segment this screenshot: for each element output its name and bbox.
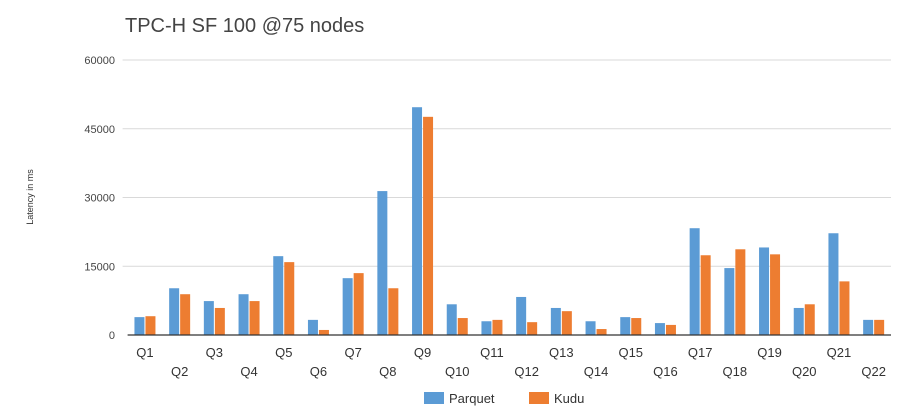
y-tick-label: 45000: [84, 124, 115, 136]
bar-kudu-q19: [770, 254, 781, 335]
bar-kudu-q2: [180, 294, 191, 335]
x-tick-label: Q13: [549, 345, 574, 360]
x-tick-label: Q21: [827, 345, 852, 360]
legend-swatch-parquet: [424, 392, 444, 404]
bar-parquet-q22: [863, 319, 874, 335]
bar-parquet-q12: [516, 296, 527, 335]
x-tick-label: Q6: [310, 364, 327, 379]
bar-kudu-q3: [214, 307, 225, 335]
bar-kudu-q12: [527, 322, 538, 335]
bar-kudu-q13: [561, 311, 572, 335]
y-tick-label: 0: [109, 330, 115, 342]
bar-kudu-q17: [700, 255, 711, 335]
bar-parquet-q15: [620, 317, 631, 335]
legend-label-kudu: Kudu: [554, 391, 584, 406]
legend-label-parquet: Parquet: [449, 391, 495, 406]
x-tick-label: Q5: [275, 345, 292, 360]
bar-kudu-q15: [631, 318, 642, 335]
bar-parquet-q13: [550, 307, 561, 335]
bar-parquet-q6: [307, 319, 318, 335]
bar-kudu-q7: [353, 273, 364, 335]
x-tick-label: Q17: [688, 345, 713, 360]
bar-kudu-q6: [318, 329, 329, 335]
bar-parquet-q7: [342, 278, 353, 335]
x-tick-label: Q19: [757, 345, 782, 360]
bar-parquet-q4: [238, 294, 249, 335]
x-tick-label: Q15: [618, 345, 643, 360]
x-tick-label: Q16: [653, 364, 678, 379]
bar-parquet-q17: [689, 228, 700, 335]
x-tick-label: Q2: [171, 364, 188, 379]
bar-parquet-q2: [169, 288, 180, 335]
bar-parquet-q9: [412, 107, 423, 335]
bar-parquet-q14: [585, 321, 596, 335]
bar-kudu-q11: [492, 319, 503, 335]
bar-parquet-q21: [828, 233, 839, 335]
x-tick-label: Q1: [136, 345, 153, 360]
bar-parquet-q19: [759, 247, 770, 335]
bar-parquet-q16: [654, 323, 665, 335]
y-axis-label: Latency in ms: [25, 169, 35, 225]
x-tick-label: Q7: [344, 345, 361, 360]
bar-parquet-q20: [793, 307, 804, 335]
bar-kudu-q21: [839, 281, 850, 335]
bar-parquet-q3: [203, 301, 214, 335]
x-tick-label: Q11: [480, 345, 504, 360]
x-tick-label: Q4: [240, 364, 257, 379]
x-tick-label: Q12: [514, 364, 539, 379]
x-tick-label: Q22: [861, 364, 886, 379]
x-tick-label: Q3: [206, 345, 223, 360]
bar-kudu-q4: [249, 301, 260, 335]
x-tick-label: Q8: [379, 364, 396, 379]
x-tick-label: Q18: [723, 364, 748, 379]
x-tick-label: Q14: [584, 364, 609, 379]
bar-parquet-q1: [134, 317, 145, 335]
bar-kudu-q16: [665, 324, 676, 335]
y-tick-label: 30000: [84, 193, 115, 205]
chart-title: TPC-H SF 100 @75 nodes: [125, 15, 364, 37]
bar-kudu-q10: [457, 318, 468, 335]
bar-kudu-q22: [874, 319, 885, 335]
bar-kudu-q1: [145, 316, 156, 335]
bar-parquet-q10: [446, 304, 457, 335]
bar-kudu-q5: [284, 262, 295, 335]
y-tick-label: 60000: [84, 55, 115, 67]
bar-kudu-q8: [388, 288, 399, 335]
bar-kudu-q14: [596, 329, 607, 335]
x-tick-label: Q10: [445, 364, 470, 379]
legend-swatch-kudu: [529, 392, 549, 404]
x-tick-label: Q9: [414, 345, 431, 360]
y-tick-label: 15000: [84, 261, 115, 273]
bar-kudu-q9: [423, 116, 434, 335]
x-tick-label: Q20: [792, 364, 817, 379]
bar-parquet-q8: [377, 191, 388, 335]
bar-kudu-q20: [804, 304, 815, 335]
bar-parquet-q11: [481, 321, 492, 335]
bar-parquet-q5: [273, 256, 284, 335]
bar-parquet-q18: [724, 268, 735, 335]
bar-kudu-q18: [735, 249, 746, 335]
